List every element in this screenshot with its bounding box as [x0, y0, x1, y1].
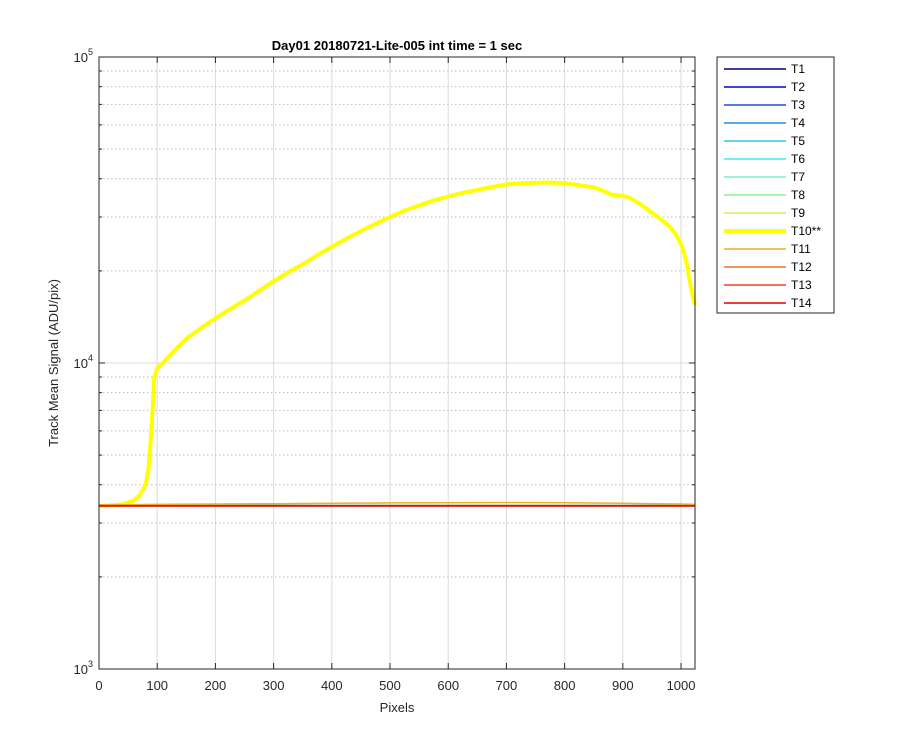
- legend: T1 T2 T3 T4 T5 T6 T7 T8 T9 T10** T11 T12 T13 T14: [716, 56, 835, 314]
- legend-label: T3: [791, 98, 805, 112]
- x-tick-label: 600: [437, 678, 459, 693]
- y-tick-labels: 103 104 105: [74, 47, 93, 677]
- x-tick-label: 400: [321, 678, 343, 693]
- legend-label: T4: [791, 116, 805, 130]
- legend-label: T9: [791, 206, 805, 220]
- legend-label: T13: [791, 278, 812, 292]
- x-tick-label: 500: [379, 678, 401, 693]
- legend-label: T5: [791, 134, 805, 148]
- y-tick-label: 103: [74, 659, 93, 677]
- series-line-t11: [98, 501, 696, 506]
- legend-box: [716, 56, 835, 314]
- legend-label: T6: [791, 152, 805, 166]
- legend-label: T1: [791, 62, 805, 76]
- series-lines: [98, 180, 697, 509]
- legend-label: T11: [791, 242, 811, 256]
- legend-label: T12: [791, 260, 812, 274]
- axis-ticks: [98, 56, 695, 670]
- legend-label: T7: [791, 170, 805, 184]
- chart-title: Day01 20180721-Lite-005 int time = 1 sec: [272, 38, 522, 53]
- x-tick-label: 300: [263, 678, 285, 693]
- legend-label: T8: [791, 188, 805, 202]
- x-axis-label: Pixels: [380, 700, 415, 715]
- x-tick-label: 100: [146, 678, 168, 693]
- x-tick-label: 1000: [667, 678, 696, 693]
- legend-label: T10**: [791, 224, 821, 238]
- y-tick-label: 104: [74, 353, 93, 371]
- x-tick-label: 700: [496, 678, 518, 693]
- y-axis-label: Track Mean Signal (ADU/pix): [46, 279, 61, 447]
- legend-label: T14: [791, 296, 812, 310]
- x-tick-label: 0: [95, 678, 102, 693]
- x-tick-label: 200: [205, 678, 227, 693]
- legend-label: T2: [791, 80, 805, 94]
- x-tick-labels: 0 100 200 300 400 500 600 700 800 900 1000: [95, 678, 695, 693]
- x-tick-label: 900: [612, 678, 634, 693]
- x-tick-label: 800: [554, 678, 576, 693]
- series-line-t10: [98, 180, 697, 509]
- grid-lines: [99, 57, 695, 669]
- y-tick-label: 105: [74, 47, 93, 65]
